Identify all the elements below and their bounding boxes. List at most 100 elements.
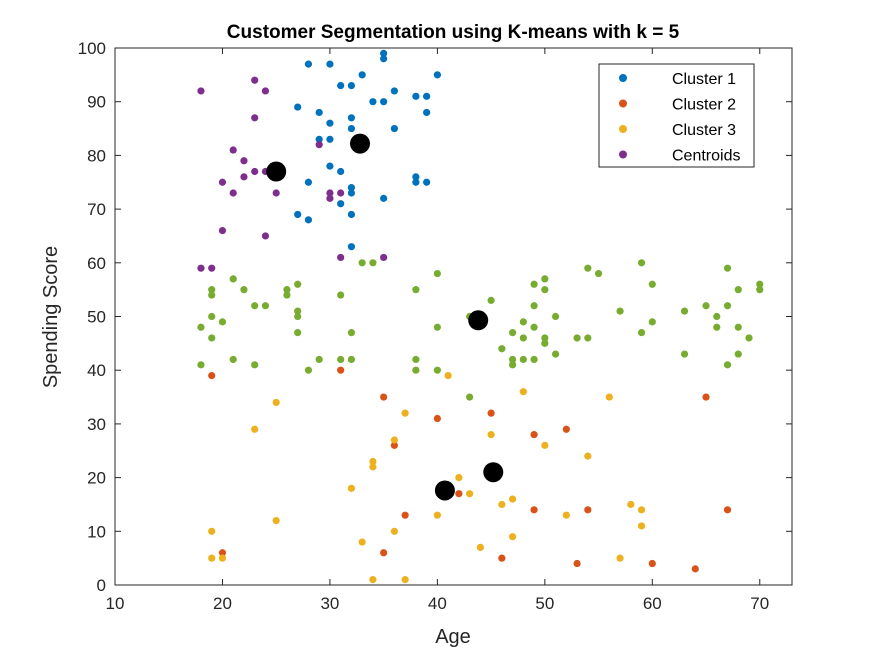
data-point [218, 554, 227, 562]
data-point [304, 60, 313, 68]
data-point [251, 167, 259, 176]
data-point [562, 425, 570, 433]
data-point [519, 355, 527, 364]
data-point [315, 108, 323, 117]
data-point [272, 398, 280, 407]
data-point [294, 329, 302, 337]
data-point [337, 200, 345, 208]
data-point [390, 124, 398, 133]
data-point [358, 538, 366, 546]
y-tick-label: 0 [97, 576, 106, 595]
data-point [390, 436, 398, 444]
data-point [347, 124, 356, 133]
data-point [251, 302, 259, 310]
data-point [498, 345, 506, 353]
data-point [326, 189, 334, 197]
data-point [240, 173, 248, 181]
series-3 [208, 371, 646, 584]
data-point [509, 495, 517, 503]
data-point [283, 286, 291, 294]
data-point [251, 76, 259, 84]
centroid-marker [350, 133, 371, 154]
data-point [637, 259, 646, 267]
data-point [466, 393, 474, 401]
data-point [337, 253, 345, 262]
legend: Cluster 1 Cluster 2 Cluster 3 Centroids [598, 63, 755, 168]
legend-marker [619, 125, 627, 133]
data-point [208, 527, 216, 535]
data-point [466, 490, 474, 498]
data-point [390, 441, 398, 449]
data-point [412, 92, 420, 100]
data-point [509, 355, 517, 364]
data-point [337, 291, 345, 299]
centroid-marker [468, 310, 489, 331]
data-point [433, 269, 441, 278]
data-point [637, 506, 646, 514]
data-point [541, 441, 549, 449]
centroid-marker [434, 480, 455, 501]
data-point [713, 323, 721, 331]
data-point [637, 522, 646, 530]
centroid-marker [266, 161, 287, 182]
y-tick-label: 20 [87, 469, 106, 488]
y-tick-label: 30 [87, 415, 106, 434]
data-point [476, 543, 484, 552]
legend-marker [619, 74, 627, 82]
data-point [412, 366, 420, 374]
data-point [369, 98, 377, 106]
data-point [347, 184, 356, 192]
data-point [734, 286, 742, 294]
data-point [487, 409, 495, 417]
data-point [723, 506, 732, 514]
data-point [627, 500, 635, 509]
centroid-marker [483, 462, 504, 483]
data-point [369, 576, 377, 584]
y-tick-label: 80 [87, 146, 106, 165]
data-point [294, 307, 302, 315]
data-point [573, 334, 581, 342]
data-point [530, 355, 538, 364]
data-point [369, 457, 377, 466]
data-point [304, 216, 313, 224]
data-point [433, 323, 441, 331]
data-point [616, 307, 624, 315]
data-point [251, 114, 259, 122]
data-point [229, 189, 237, 197]
data-point [358, 259, 366, 267]
data-point [584, 264, 592, 272]
data-point [272, 516, 280, 525]
data-point [423, 178, 431, 186]
data-point [584, 506, 592, 514]
data-point [756, 286, 764, 294]
data-point [208, 312, 216, 321]
data-point [680, 350, 689, 358]
data-point [713, 312, 721, 321]
data-point [294, 312, 302, 321]
data-point [584, 452, 592, 460]
data-point [240, 286, 248, 294]
y-tick-label: 50 [87, 308, 106, 327]
data-point [197, 323, 205, 331]
data-point [530, 431, 538, 439]
data-point [530, 323, 538, 331]
x-tick-label: 30 [320, 594, 339, 613]
data-point [423, 108, 431, 117]
data-point [573, 559, 581, 568]
data-point [519, 318, 527, 326]
data-point [433, 414, 441, 423]
data-point [541, 334, 549, 342]
data-point [208, 264, 216, 272]
x-tick-label: 10 [106, 594, 125, 613]
data-point [229, 355, 237, 364]
data-point [229, 146, 237, 154]
data-point [347, 81, 356, 90]
data-point [401, 409, 409, 417]
data-point [702, 302, 710, 310]
data-point [455, 490, 463, 498]
x-tick-label: 50 [535, 594, 554, 613]
x-axis-label: Age [435, 626, 471, 648]
data-point [637, 329, 646, 337]
y-tick-label: 40 [87, 361, 106, 380]
